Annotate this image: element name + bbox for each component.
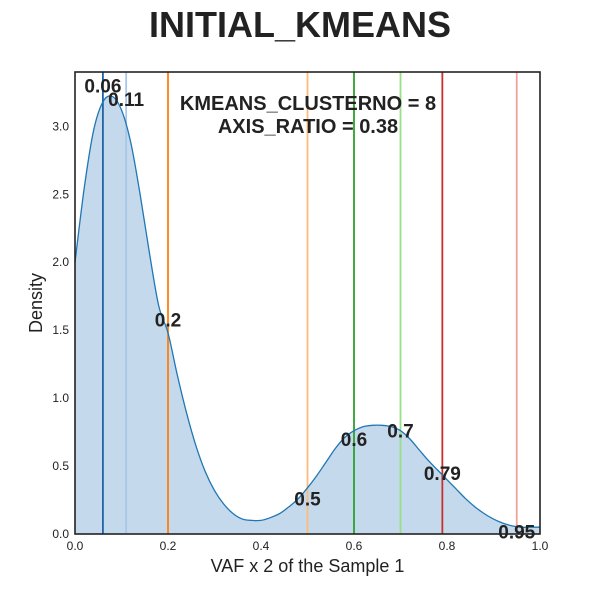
density-area: [75, 95, 540, 534]
annotation-clusterno: KMEANS_CLUSTERNO = 8: [180, 93, 436, 115]
cluster-line-label: 0.5: [294, 490, 321, 511]
x-tick-label: 1.0: [532, 539, 549, 553]
plot-frame: [74, 71, 541, 535]
cluster-line-label: 0.7: [387, 422, 413, 443]
cluster-line-label: 0.79: [424, 464, 461, 485]
y-axis-label: Density: [26, 273, 46, 333]
cluster-line-label: 0.06: [84, 77, 121, 98]
y-tick-label: 1.0: [52, 391, 69, 405]
y-tick-label: 3.0: [52, 119, 69, 133]
x-tick-label: 0.6: [346, 539, 363, 553]
cluster-line-label: 0.6: [341, 430, 367, 451]
cluster-line-label: 0.11: [108, 90, 144, 111]
x-tick-label: 0.8: [439, 539, 456, 553]
y-tick-label: 0.0: [52, 527, 69, 541]
chart-title: INITIAL_KMEANS: [148, 4, 451, 45]
y-tick-label: 0.5: [52, 459, 69, 473]
x-tick-label: 0.0: [67, 539, 84, 553]
y-tick-label: 2.0: [52, 255, 69, 269]
annotation-axis-ratio: AXIS_RATIO = 0.38: [218, 116, 398, 138]
x-axis-label: VAF x 2 of the Sample 1: [211, 556, 405, 576]
x-tick-label: 0.2: [160, 539, 177, 553]
density-curve: [74, 95, 540, 528]
x-tick-label: 0.4: [253, 539, 270, 553]
cluster-line-label: 0.95: [498, 522, 535, 543]
y-tick-label: 1.5: [52, 323, 69, 337]
y-tick-label: 2.5: [52, 187, 69, 201]
cluster-line-label: 0.2: [155, 310, 181, 331]
